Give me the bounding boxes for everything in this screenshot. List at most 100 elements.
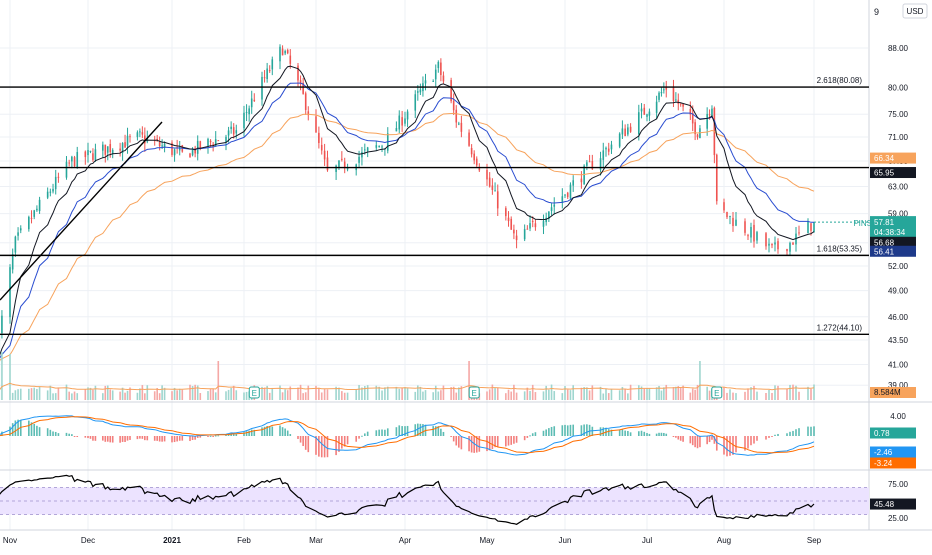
macd-histogram-bar (813, 426, 815, 436)
macd-histogram-bar (516, 436, 518, 443)
volume-bar (47, 390, 49, 400)
candle[interactable] (74, 156, 76, 167)
macd-histogram-bar (261, 427, 263, 436)
macd-histogram-bar (107, 436, 109, 442)
macd-histogram-bar (694, 436, 696, 447)
candle-body (358, 157, 360, 163)
volume-tag[interactable]: 8.584M (870, 387, 916, 398)
macd-histogram-bar (709, 436, 711, 442)
level-label: 1.618(53.35) (817, 244, 863, 253)
candle-body (367, 147, 369, 151)
candle-body (55, 177, 57, 189)
candle[interactable] (716, 154, 718, 205)
signal-line-tag[interactable]: -3.24 (870, 458, 916, 469)
volume-bar (90, 388, 92, 400)
macd-histogram-bar (109, 436, 111, 442)
candle-body (417, 91, 419, 92)
candle[interactable] (9, 264, 11, 324)
macd-histogram-bar (28, 421, 30, 436)
volume-bar (154, 391, 156, 400)
ema-mid-price-tag-text: 56.41 (874, 247, 895, 256)
candle-body (109, 144, 111, 152)
volume-bar (341, 391, 343, 400)
volume-bar (139, 388, 141, 400)
candle-body (15, 237, 17, 253)
price-tick-partial: 9 (874, 7, 879, 17)
macd-histogram-bar (768, 436, 770, 438)
volume-bar (95, 386, 97, 400)
volume-bar (438, 392, 440, 400)
macd-histogram-bar (680, 436, 682, 441)
candle-body (85, 152, 87, 157)
volume-bar (36, 389, 38, 400)
candle-body (771, 244, 773, 246)
volume-bar (307, 386, 309, 400)
macd-histogram-bar (798, 428, 800, 436)
volume-bar (692, 389, 694, 400)
candle-body (729, 216, 731, 217)
candle-body (282, 49, 284, 56)
candle-body (92, 153, 94, 160)
candle[interactable] (570, 182, 572, 199)
ema50-price-tag[interactable]: 66.34 (870, 153, 916, 164)
candle-body (159, 142, 161, 146)
macd-histogram-bar (378, 430, 380, 436)
macd-histogram-bar (699, 436, 701, 447)
candle-body (327, 157, 329, 170)
candle[interactable] (189, 153, 191, 158)
level-price-tag[interactable]: 65.95 (870, 167, 916, 178)
macd-histogram-bar (795, 429, 797, 436)
candle-body (297, 66, 299, 81)
ema-mid-price-tag[interactable]: 56.41 (870, 246, 916, 257)
candle[interactable] (217, 140, 219, 141)
candle-body (305, 93, 307, 110)
candle-body (768, 244, 770, 246)
macd-histogram-bar (215, 436, 217, 437)
macd-hist-tag[interactable]: 0.78 (870, 428, 916, 439)
candle-body (786, 249, 788, 251)
candle[interactable] (813, 222, 815, 233)
candle-body (510, 219, 512, 230)
macd-histogram-bar (287, 431, 289, 436)
volume-bar (217, 361, 219, 400)
candle[interactable] (619, 132, 621, 148)
candle[interactable] (171, 140, 173, 157)
volume-bar (768, 390, 770, 400)
macd-line-tag[interactable]: -2.46 (870, 447, 916, 458)
macd-histogram-bar (124, 436, 126, 442)
volume-bar (709, 391, 711, 400)
candle-body (789, 243, 791, 252)
candle-body (777, 241, 779, 249)
candle-body (139, 131, 141, 132)
candle-body (744, 221, 746, 233)
candle-body (279, 47, 281, 62)
candle-body (321, 145, 323, 150)
macd-histogram-bar (279, 425, 281, 436)
candle-body (76, 152, 78, 168)
macd-histogram-bar (771, 436, 773, 437)
rsi-value-tag[interactable]: 45.48 (870, 499, 916, 510)
macd-histogram-bar (36, 426, 38, 436)
candle[interactable] (450, 78, 452, 103)
candle-body (473, 154, 475, 161)
volume-bar (271, 388, 273, 400)
volume-bar (486, 391, 488, 400)
earnings-marker-label: E (714, 389, 719, 398)
volume-bar (321, 392, 323, 400)
candle[interactable] (714, 107, 716, 164)
currency-button[interactable]: USD (903, 4, 927, 18)
macd-histogram-bar (398, 425, 400, 436)
candle-body (335, 166, 337, 172)
volume-bar (665, 385, 667, 400)
candle-body (407, 112, 409, 120)
candle-body (129, 136, 131, 137)
volume-bar (52, 393, 54, 400)
candle-body (381, 146, 383, 147)
volume-bar (600, 387, 602, 400)
ema50-price-tag-text: 66.34 (874, 154, 895, 163)
volume-bar (432, 392, 434, 400)
macd-histogram-bar (321, 436, 323, 457)
